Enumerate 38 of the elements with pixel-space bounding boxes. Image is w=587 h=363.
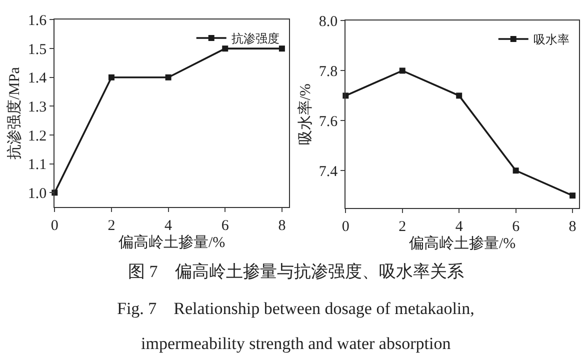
point <box>222 46 228 52</box>
x-axis-title: 偏高岭土掺量/% <box>118 234 226 252</box>
y-tick-label: 1.3 <box>28 99 47 116</box>
point <box>456 92 462 99</box>
y-tick-label: 1.0 <box>28 186 47 202</box>
legend-label: 吸水率 <box>533 32 570 47</box>
y-tick-label: 7.8 <box>318 64 338 80</box>
legend-label: 抗渗强度 <box>231 32 280 46</box>
x-axis-title: 偏高岭土掺量/% <box>409 235 516 252</box>
text: impermeability strength and water absorption <box>141 334 452 353</box>
x-tick-label: 4 <box>455 219 464 236</box>
y-tick-label: 1.1 <box>28 157 47 174</box>
y-tick-label: 1.2 <box>28 128 47 144</box>
point <box>165 74 172 80</box>
x-tick-label: 6 <box>221 218 230 234</box>
x-tick-label: 6 <box>512 219 520 236</box>
y-tick-label: 1.5 <box>28 42 47 58</box>
caption: 图 7 偏高岭土掺量与抗渗强度、吸水率关系 <box>128 262 464 281</box>
caption: Fig. 7 Relationship between dosage of metakaolin, <box>117 299 474 318</box>
y-axis-title: 吸水率/% <box>297 84 314 146</box>
point <box>512 168 519 174</box>
point <box>399 68 406 74</box>
x-tick-label: 8 <box>278 218 286 234</box>
x-tick-label: 0 <box>342 219 350 236</box>
y-tick-label: 8.0 <box>318 14 338 30</box>
x-tick-label: 8 <box>568 219 576 236</box>
point <box>108 74 114 80</box>
x-tick-label: 2 <box>108 218 116 234</box>
x-tick-label: 2 <box>398 219 406 236</box>
y-tick-label: 7.4 <box>318 164 338 180</box>
point <box>570 192 576 199</box>
point <box>278 46 285 52</box>
y-tick-label: 1.4 <box>28 70 48 87</box>
y-tick-label: 7.6 <box>318 114 338 130</box>
y-tick-label: 1.6 <box>28 13 48 29</box>
y-axis-title: 抗渗强度/MPa <box>6 66 24 160</box>
x-tick-label: 0 <box>50 218 58 234</box>
x-tick-label: 4 <box>164 218 173 234</box>
